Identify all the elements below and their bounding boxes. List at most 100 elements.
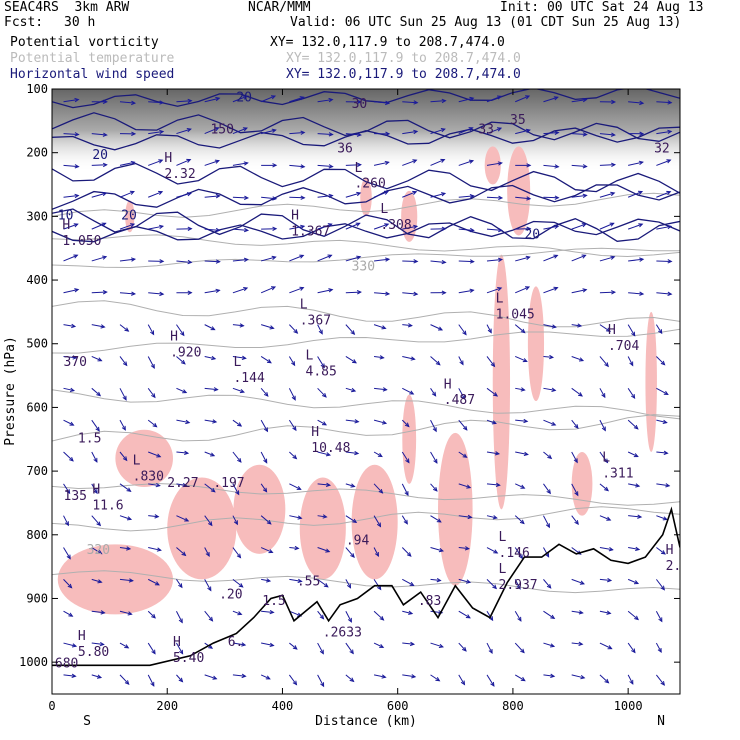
- wind-vector-head: [610, 132, 616, 137]
- wind-vector: [176, 260, 192, 263]
- pv-positive-region: [360, 178, 372, 217]
- wind-vector: [288, 356, 296, 366]
- wind-vector: [261, 610, 274, 613]
- extremum-mark: H: [608, 323, 616, 338]
- wind-vector: [148, 130, 164, 135]
- wind-vector: [599, 256, 615, 262]
- wind-vector-head: [126, 487, 132, 492]
- wind-vector: [656, 130, 672, 135]
- wind-vector: [486, 258, 502, 262]
- wind-vector: [317, 164, 333, 168]
- wind-vector-head: [97, 550, 103, 555]
- wind-vector-head: [379, 355, 385, 360]
- wind-vector-head: [96, 521, 102, 527]
- wind-vector: [543, 225, 559, 230]
- wind-vector: [543, 515, 550, 528]
- wind-vector-head: [639, 100, 645, 106]
- wind-vector-head: [292, 645, 298, 650]
- wind-vector: [571, 324, 582, 327]
- wind-vector-head: [292, 454, 298, 460]
- wind-vector: [148, 515, 159, 518]
- wind-vector-head: [413, 291, 419, 297]
- wind-vector: [260, 547, 273, 553]
- wind-vector: [628, 515, 642, 518]
- wind-vector-head: [350, 483, 356, 488]
- wind-vector: [63, 99, 79, 103]
- contour-label: 30: [352, 97, 368, 112]
- wind-vector: [204, 387, 218, 391]
- wind-vector: [176, 159, 191, 166]
- wind-vector: [63, 419, 74, 426]
- wind-vector-head: [93, 457, 98, 463]
- theta-label: 330: [352, 260, 375, 275]
- wind-vector: [119, 258, 135, 262]
- wind-vector-head: [268, 549, 274, 554]
- wind-vector: [571, 674, 585, 679]
- wind-vector: [317, 419, 327, 426]
- wind-vector-head: [638, 223, 644, 228]
- wind-vector-head: [660, 680, 665, 686]
- wind-vector: [373, 579, 382, 590]
- wind-vector: [628, 547, 640, 550]
- x-tick-label: 600: [387, 699, 409, 713]
- theta-contour: [52, 234, 680, 258]
- wind-vector: [232, 355, 246, 359]
- wind-vector: [514, 642, 525, 653]
- wind-vector: [176, 483, 187, 487]
- wind-vector-head: [102, 132, 108, 137]
- wind-vector-head: [554, 130, 560, 135]
- wind-vector-head: [405, 458, 410, 464]
- extremum-value: .146: [499, 546, 530, 561]
- wind-vector-head: [263, 427, 269, 433]
- wind-vector: [543, 355, 553, 358]
- wind-vector: [458, 127, 473, 135]
- wind-vector: [63, 289, 79, 294]
- wind-vector-head: [212, 419, 218, 424]
- wind-vector-head: [384, 160, 390, 166]
- contour-label: .2633: [323, 626, 362, 641]
- wind-speed-contour: [52, 184, 680, 210]
- wind-vector-head: [381, 674, 387, 679]
- wind-vector-head: [270, 286, 277, 291]
- wind-vector: [402, 642, 414, 645]
- model-title: SEAC4RS 3km ARW: [4, 0, 130, 15]
- wind-vector-head: [95, 426, 100, 432]
- wind-vector-head: [519, 519, 525, 525]
- wind-vector: [176, 610, 183, 623]
- wind-vector: [402, 578, 414, 586]
- wind-vector-head: [520, 387, 526, 392]
- pv-positive-region: [484, 146, 501, 185]
- theta-contour: [52, 506, 680, 532]
- wind-vector: [486, 674, 495, 687]
- wind-vector: [204, 97, 220, 103]
- wind-vector: [458, 289, 474, 294]
- wind-vector-head: [215, 193, 221, 199]
- wind-vector-head: [241, 355, 247, 360]
- contour-label: .55: [297, 575, 320, 590]
- wind-vector-head: [270, 95, 277, 100]
- wind-vector-head: [520, 648, 525, 654]
- wind-vector: [571, 289, 587, 294]
- theta-contour: [52, 192, 680, 218]
- wind-vector-head: [351, 387, 357, 393]
- wind-vector-head: [322, 514, 328, 519]
- wind-vector: [543, 419, 556, 426]
- wind-vector: [345, 133, 361, 136]
- wind-vector-head: [553, 254, 559, 259]
- wind-vector: [656, 419, 667, 424]
- wind-vector: [91, 222, 106, 230]
- wind-vector: [63, 254, 78, 262]
- wind-vector: [430, 483, 438, 492]
- wind-vector: [486, 610, 494, 621]
- pv-positive-region: [115, 429, 173, 488]
- theta-contour: [52, 300, 680, 328]
- wind-vector: [289, 131, 305, 135]
- wind-vector-head: [494, 451, 501, 456]
- wind-vector-head: [69, 457, 74, 462]
- wind-vector: [571, 254, 586, 262]
- wind-vector: [232, 324, 244, 327]
- wind-vector: [627, 191, 643, 198]
- wind-vector-head: [413, 259, 419, 264]
- wind-vector-head: [497, 161, 503, 166]
- wind-vector: [458, 674, 465, 685]
